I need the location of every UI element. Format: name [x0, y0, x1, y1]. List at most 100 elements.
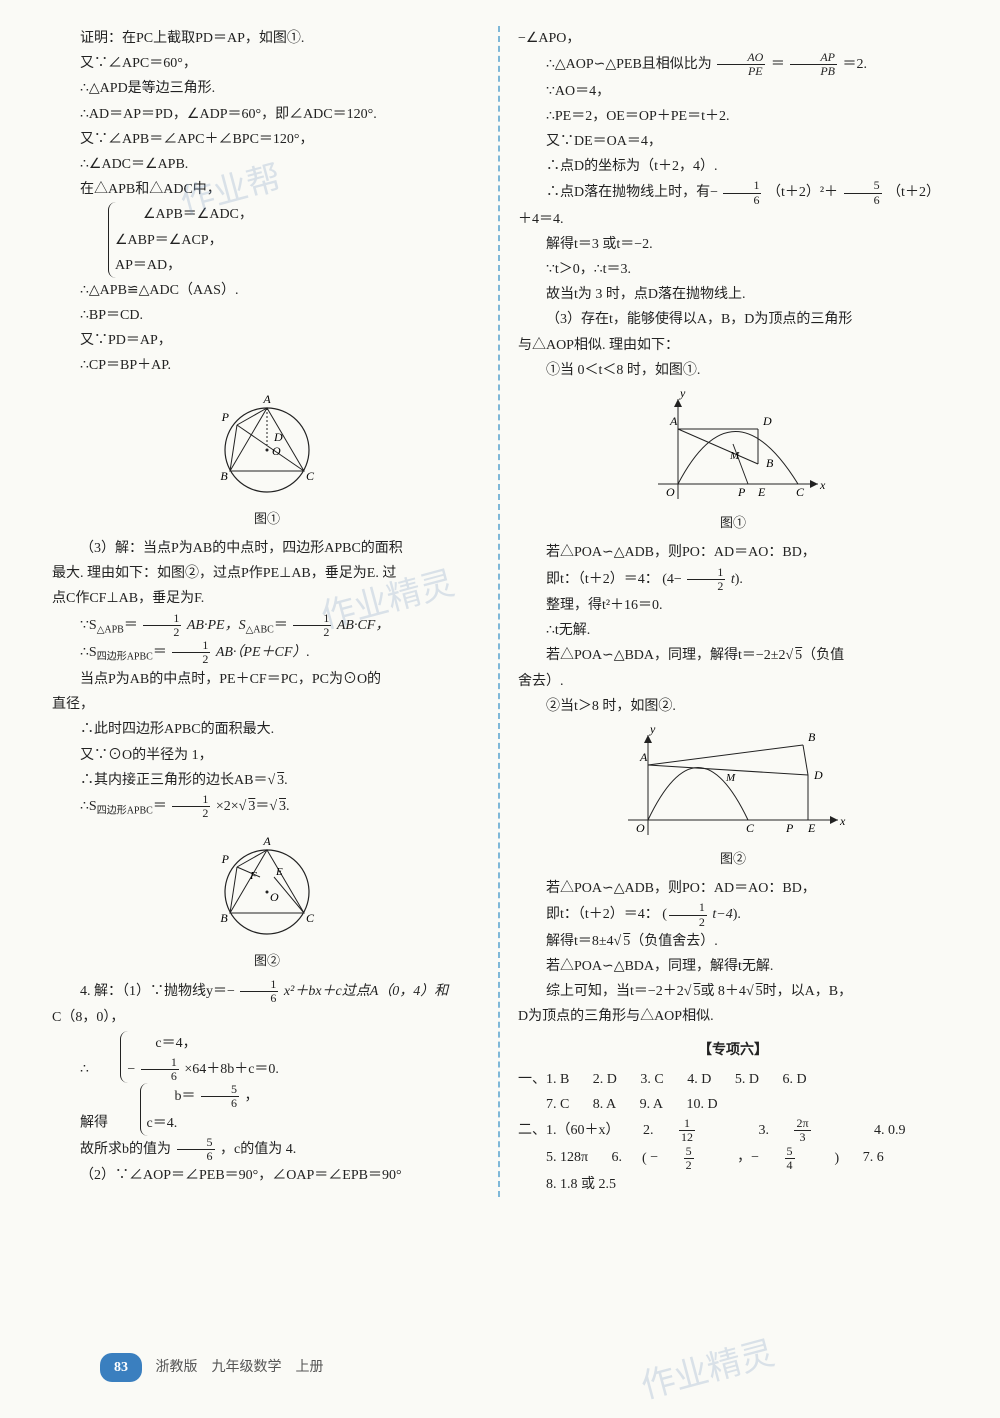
body-line: 即t：（t＋2）＝4： (12 t−4). [518, 901, 948, 928]
body-line: 整理，得t²＋16＝0. [518, 593, 948, 618]
equation-line: ∵S△APB＝ 12 AB·PE，S△ABC＝ 12 AB·CF， [52, 612, 482, 640]
svg-text:x: x [819, 478, 826, 492]
answer-item: 2. D [593, 1067, 617, 1092]
figure-axes-1: y x O A D B M P E C [518, 389, 948, 509]
answer-item: 6. D [783, 1067, 807, 1092]
proof-line: ∴∠ADC＝∠APB. [52, 152, 482, 177]
body-line: 解得t＝3 或t＝−2. [518, 232, 948, 257]
answer-item: 5. 128π [546, 1145, 588, 1170]
body-line: 点C作CF⊥AB，垂足为F. [52, 586, 482, 611]
proof-line: ∴AD＝AP＝PD，∠ADP＝60°，即∠ADC＝120°. [52, 102, 482, 127]
sys-row: c＝4. [147, 1116, 178, 1131]
svg-text:O: O [272, 444, 281, 458]
svg-text:P: P [737, 485, 746, 499]
body-line: ①当 0＜t＜8 时，如图①. [518, 358, 948, 383]
figure-circle-1: A P B C O D [52, 385, 482, 505]
left-column: 证明：在PC上截取PD＝AP，如图①. 又∵∠APC＝60°， ∴△APD是等边… [40, 26, 494, 1197]
svg-text:M: M [729, 450, 740, 462]
svg-text:O: O [270, 890, 279, 904]
answer-item: 3. C [640, 1067, 663, 1092]
equation-line: ∴S四边形APBC＝ 12 AB·（PE＋CF）. [52, 639, 482, 667]
answer-item: 9. A [640, 1092, 663, 1117]
body-line: 与△AOP相似. 理由如下： [518, 333, 948, 358]
answer-item: 6. ( − 52 ，− 54) [612, 1145, 840, 1172]
body-line: ②当t＞8 时，如图②. [518, 694, 948, 719]
section-header: 【专项六】 [518, 1038, 948, 1063]
proof-line: ∴CP＝BP＋AP. [52, 353, 482, 378]
svg-text:C: C [306, 469, 315, 483]
body-line: ∵t＞0，∴t＝3. [518, 257, 948, 282]
page-root: 证明：在PC上截取PD＝AP，如图①. 又∵∠APC＝60°， ∴△APD是等边… [0, 0, 1000, 1257]
svg-text:O: O [636, 821, 645, 835]
body-line: 若△POA∽△BDA，同理，解得t＝−2±2√5（负值 [518, 643, 948, 668]
figure-axes-2: y x O A B D M C P E [518, 725, 948, 845]
body-line: ＋4＝4. [518, 207, 948, 232]
svg-text:A: A [262, 392, 271, 406]
proof-line: 又∵∠APB＝∠APC＋∠BPC＝120°， [52, 127, 482, 152]
svg-text:x: x [839, 814, 846, 828]
equation-system: 解得 b＝ 56 ， c＝4. [52, 1083, 482, 1136]
answer-item: 二、1.（60＋x） [518, 1118, 620, 1143]
body-line: ∴△AOP∽△PEB且相似比为 AOPE ＝ APPB ＝2. [518, 51, 948, 78]
proof-line: ∴BP＝CD. [52, 303, 482, 328]
proof-line: 又∵PD＝AP， [52, 328, 482, 353]
proof-line: 证明：在PC上截取PD＝AP，如图①. [52, 26, 482, 51]
svg-text:E: E [275, 866, 283, 878]
body-line: 若△POA∽△BDA，同理，解得t无解. [518, 954, 948, 979]
footer-text: 浙教版 九年级数学 上册 [156, 1360, 324, 1375]
svg-text:F: F [249, 870, 257, 882]
sys-row: ∠APB＝∠ADC， [143, 207, 253, 222]
proof-line: ∴△APD是等边三角形. [52, 76, 482, 101]
body-line: 故当t为 3 时，点D落在抛物线上. [518, 282, 948, 307]
figure-caption: 图② [518, 847, 948, 870]
body-line: 综上可知，当t＝−2＋2√5或 8＋4√5时，以A，B， [518, 979, 948, 1004]
body-line: ∴此时四边形APBC的面积最大. [52, 717, 482, 742]
svg-text:B: B [766, 456, 774, 470]
body-line: C（8，0）， [52, 1005, 482, 1030]
answers-block: 一、1. B 2. D 3. C 4. D 5. D 6. D 7. C 8. … [518, 1067, 948, 1197]
sys-row: c＝4， [155, 1036, 196, 1051]
svg-text:P: P [221, 852, 230, 866]
svg-text:E: E [807, 821, 816, 835]
body-line: D为顶点的三角形与△AOP相似. [518, 1004, 948, 1029]
body-line: 当点P为AB的中点时，PE＋CF＝PC，PC为⊙O的 [52, 667, 482, 692]
svg-text:C: C [796, 485, 805, 499]
svg-text:P: P [221, 410, 230, 424]
svg-text:B: B [220, 469, 228, 483]
column-divider [498, 26, 502, 1197]
svg-text:O: O [666, 485, 675, 499]
answer-item: 7. 6 [863, 1145, 884, 1170]
body-line: （3）解：当点P为AB的中点时，四边形APBC的面积 [52, 536, 482, 561]
proof-line: 在△APB和△ADC中， [52, 177, 482, 202]
answer-item: 8. A [593, 1092, 616, 1117]
answer-item: 7. C [546, 1092, 569, 1117]
body-line: ∴点D落在抛物线上时，有− 16 （t＋2）²＋ 56 （t＋2） [518, 179, 948, 206]
body-line: 最大. 理由如下：如图②，过点P作PE⊥AB，垂足为E. 过 [52, 561, 482, 586]
answer-item: 3. 2π3 [758, 1117, 850, 1144]
answer-item: 4. 0.9 [874, 1118, 906, 1143]
body-line: 若△POA∽△ADB，则PO：AD＝AO：BD， [518, 540, 948, 565]
svg-text:y: y [649, 725, 656, 736]
svg-text:C: C [746, 821, 755, 835]
svg-text:D: D [273, 430, 283, 444]
body-line: 直径， [52, 692, 482, 717]
answer-item: 10. D [686, 1092, 717, 1117]
body-line: ∴其内接正三角形的边长AB＝√3. [52, 768, 482, 793]
answer-item: 2. 112 [643, 1117, 735, 1144]
body-line: 故所求b的值为 56 ，c的值为 4. [52, 1136, 482, 1163]
svg-text:B: B [808, 730, 816, 744]
body-line: 4. 解：（1）∵抛物线y＝− 16 x²＋bx＋c过点A（0，4）和 [52, 978, 482, 1005]
watermark-icon: 作业精灵 [634, 1323, 781, 1417]
body-line: 舍去）. [518, 669, 948, 694]
body-line: （3）存在t，能够使得以A，B，D为顶点的三角形 [518, 307, 948, 332]
svg-text:B: B [220, 911, 228, 925]
svg-text:D: D [762, 414, 772, 428]
svg-text:A: A [669, 414, 678, 428]
answer-item: 5. D [735, 1067, 759, 1092]
body-line: ∴点D的坐标为（t＋2，4）. [518, 154, 948, 179]
answer-item: 4. D [687, 1067, 711, 1092]
sys-row: b＝ 56 ， [175, 1089, 259, 1104]
svg-text:M: M [725, 772, 736, 784]
body-line: 又∵DE＝OA＝4， [518, 129, 948, 154]
figure-circle-2: A P B C O E F [52, 827, 482, 947]
